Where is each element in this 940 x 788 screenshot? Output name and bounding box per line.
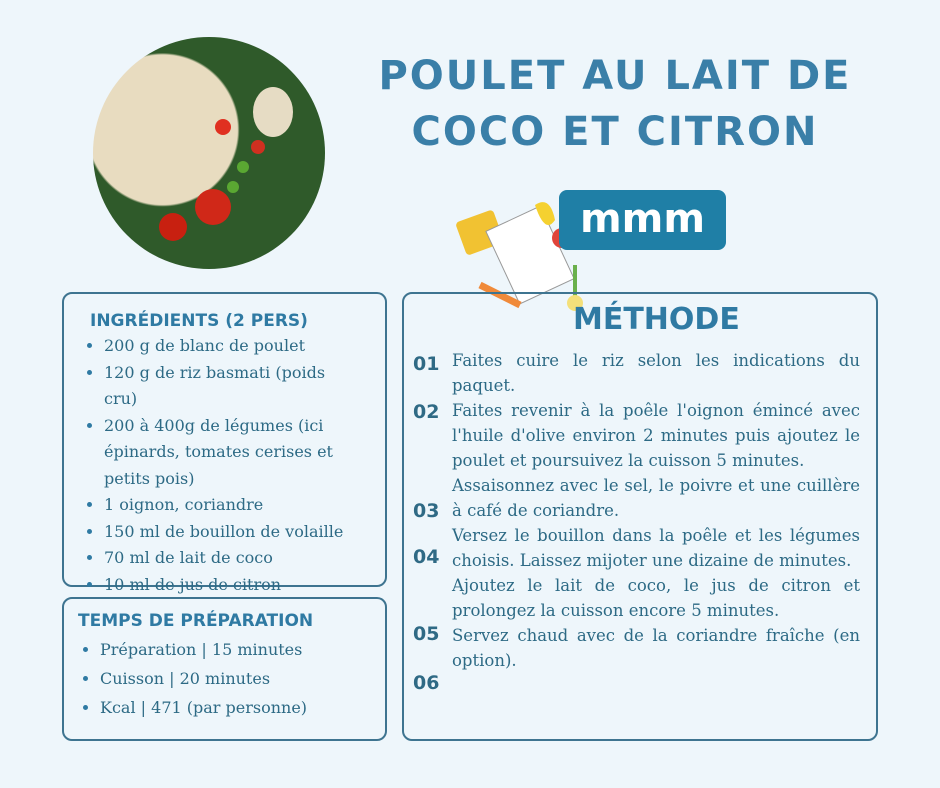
step-text: Assaisonnez avec le sel, le poivre et un…	[452, 476, 860, 520]
step-text: Faites cuire le riz selon les indication…	[452, 351, 860, 395]
ingredients-heading: INGRÉDIENTS (2 PERS)	[90, 311, 308, 331]
step-number: 04	[413, 546, 440, 568]
list-item: 70 ml de lait de coco	[104, 545, 354, 572]
temps-box: TEMPS DE PRÉPARATION Préparation | 15 mi…	[62, 597, 387, 741]
list-item: 150 ml de bouillon de volaille	[104, 519, 354, 546]
logo: mmm	[559, 190, 726, 250]
step-text: Servez chaud avec de la coriandre fraîch…	[452, 626, 860, 670]
list-item: 200 g de blanc de poulet	[104, 333, 354, 360]
step-text: Versez le bouillon dans la poêle et les …	[452, 526, 860, 570]
list-item: 1 oignon, coriandre	[104, 492, 354, 519]
list-item: Cuisson | 20 minutes	[100, 664, 385, 693]
step-text: Ajoutez le lait de coco, le jus de citro…	[452, 576, 860, 620]
recipe-title: POULET AU LAIT DE COCO ET CITRON	[378, 53, 852, 155]
step-text: Faites revenir à la poêle l'oignon éminc…	[452, 401, 860, 470]
dish-illustration	[159, 87, 293, 241]
methode-heading: MÉTHODE	[573, 302, 740, 337]
step-number: 01	[413, 353, 440, 375]
ingredients-list: 200 g de blanc de poulet 120 g de riz ba…	[64, 333, 354, 598]
step-number: 03	[413, 500, 440, 522]
list-item: Préparation | 15 minutes	[100, 635, 385, 664]
list-item: 120 g de riz basmati (poids cru)	[104, 360, 354, 413]
ingredients-box: INGRÉDIENTS (2 PERS) 200 g de blanc de p…	[62, 292, 387, 594]
list-item: Kcal | 471 (par personne)	[100, 693, 385, 722]
list-item: 200 à 400g de légumes (ici épinards, tom…	[104, 413, 354, 493]
temps-heading: TEMPS DE PRÉPARATION	[78, 611, 314, 631]
list-item: 10 ml de jus de citron	[104, 572, 354, 599]
step-number: 06	[413, 672, 440, 694]
step-number: 02	[413, 401, 440, 423]
temps-list: Préparation | 15 minutes Cuisson | 20 mi…	[64, 635, 385, 722]
dish-photo	[93, 37, 325, 269]
methode-box	[402, 292, 878, 741]
methode-steps: Faites cuire le riz selon les indication…	[452, 348, 860, 673]
step-number: 05	[413, 623, 440, 645]
